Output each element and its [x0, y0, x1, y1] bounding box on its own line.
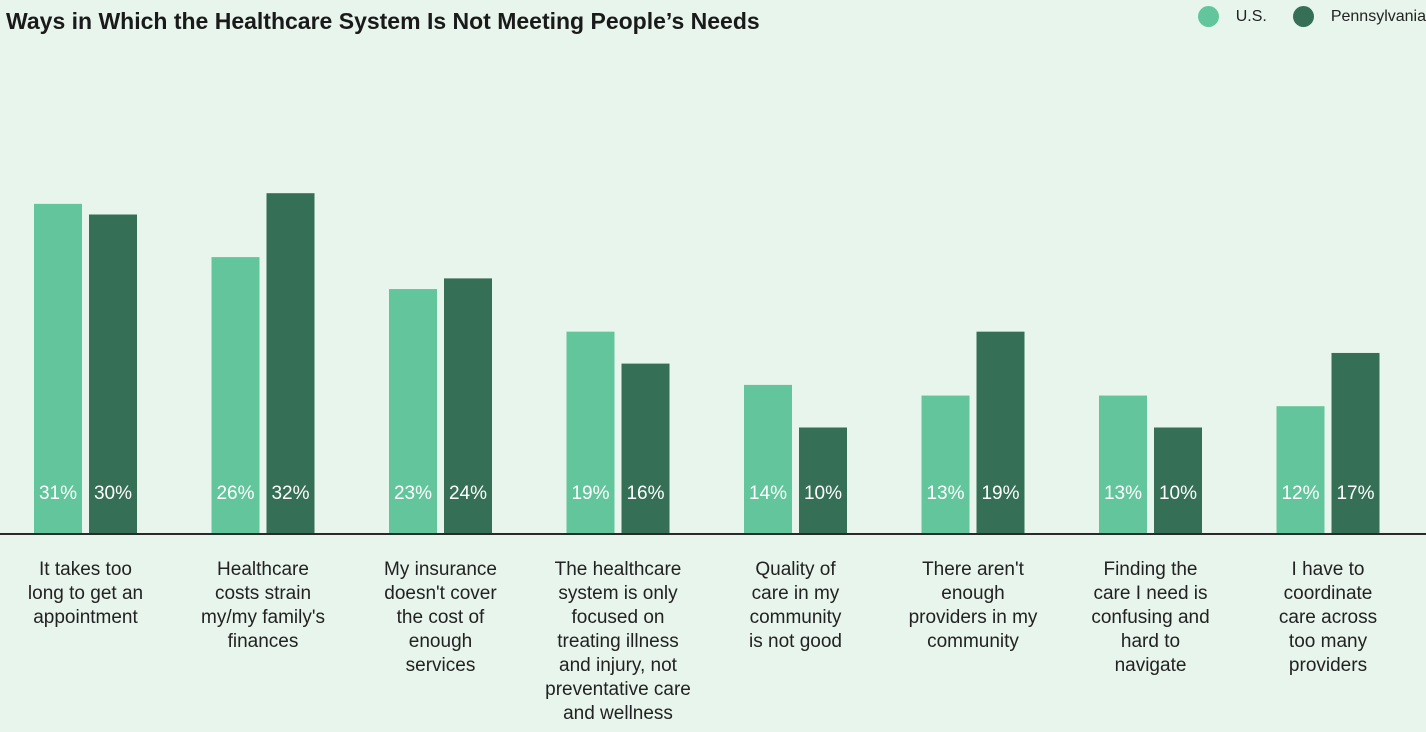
category-label-line: focused on	[572, 607, 665, 628]
category-label-line: the cost of	[397, 607, 485, 628]
category-label-line: community	[750, 607, 842, 628]
category-label-line: I have to	[1292, 559, 1365, 580]
category-label: The healthcare system is only focused on tr…	[545, 559, 691, 724]
bar	[621, 363, 670, 534]
category-label-line: enough	[409, 631, 472, 652]
bar-value-label: 12%	[1281, 483, 1319, 504]
category-label-line: too many	[1289, 631, 1368, 652]
category-label-line: navigate	[1115, 655, 1187, 676]
bar	[444, 278, 492, 534]
bar-value-label: 31%	[39, 483, 77, 504]
category-label: Quality of care in my community is not good	[749, 559, 842, 652]
legend-item-pennsylvania: Pennsylvania	[1292, 6, 1426, 27]
category-label-line: hard to	[1121, 631, 1180, 652]
bar-value-label: 17%	[1336, 483, 1374, 504]
category-label-line: and wellness	[563, 703, 673, 724]
bar-value-label: 19%	[981, 483, 1019, 504]
category-label-line: My insurance	[384, 559, 497, 580]
bar	[1276, 406, 1325, 534]
bar-value-label: 13%	[926, 483, 964, 504]
category-label-line: confusing and	[1091, 607, 1209, 628]
category-label-line: costs strain	[215, 583, 311, 604]
bar-value-label: 10%	[1159, 483, 1197, 504]
bar	[744, 384, 792, 534]
bar	[566, 331, 615, 534]
chart-title: Ways in Which the Healthcare System Is N…	[6, 8, 760, 34]
category-label-line: treating illness	[557, 631, 678, 652]
category-label-line: It takes too	[39, 559, 132, 580]
category-label-line: Finding the	[1103, 559, 1197, 580]
category-label-line: Healthcare	[217, 559, 309, 580]
category-label-line: appointment	[33, 607, 138, 628]
bar	[389, 289, 437, 534]
bar-value-label: 13%	[1104, 483, 1142, 504]
category-label-line: system is only	[558, 583, 678, 604]
bar-value-label: 26%	[216, 483, 254, 504]
bar	[1099, 395, 1147, 534]
bar-value-label: 23%	[394, 483, 432, 504]
category-label-line: doesn't cover	[384, 583, 497, 604]
category-label-line: community	[927, 631, 1019, 652]
legend-label-us: U.S.	[1235, 7, 1267, 25]
legend-label-pennsylvania: Pennsylvania	[1330, 7, 1426, 25]
category-label: Healthcare costs strain my/my family's fina…	[201, 559, 325, 652]
category-label-line: is not good	[749, 631, 842, 652]
bar-value-label: 14%	[749, 483, 787, 504]
category-label-line: enough	[941, 583, 1004, 604]
category-label-line: Quality of	[755, 559, 836, 580]
bar-value-label: 24%	[449, 483, 487, 504]
category-label-line: The healthcare	[555, 559, 682, 580]
bar-value-label: 16%	[626, 483, 664, 504]
category-label-line: preventative care	[545, 679, 691, 700]
category-label-line: care in my	[752, 583, 840, 604]
category-label-line: providers	[1289, 655, 1367, 676]
bar	[211, 257, 260, 534]
bar	[34, 203, 82, 534]
legend-item-us: U.S.	[1197, 6, 1267, 27]
category-label-line: services	[406, 655, 476, 676]
bar	[89, 214, 137, 534]
category-label: Finding the care I need is confusing and ha…	[1091, 559, 1209, 676]
bar-value-label: 32%	[271, 483, 309, 504]
legend-swatch-pennsylvania	[1292, 6, 1314, 27]
category-label-line: care I need is	[1093, 583, 1207, 604]
bar	[1154, 427, 1202, 534]
category-label: There aren't enough providers in my communi…	[909, 559, 1038, 652]
bar-value-label: 30%	[94, 483, 132, 504]
legend: U.S. Pennsylvania	[1172, 6, 1426, 27]
bar	[976, 331, 1025, 534]
category-label-line: coordinate	[1284, 583, 1373, 604]
category-label: My insurance doesn't cover the cost of enou…	[384, 559, 497, 676]
bar	[266, 193, 315, 534]
bar-value-label: 10%	[804, 483, 842, 504]
category-label-line: There aren't	[922, 559, 1025, 580]
bar	[799, 427, 847, 534]
category-label-line: and injury, not	[559, 655, 678, 676]
category-label-line: long to get an	[28, 583, 143, 604]
category-label-line: my/my family's	[201, 607, 325, 628]
category-label-line: care across	[1279, 607, 1377, 628]
category-label: I have to coordinate care across too many pr…	[1279, 559, 1377, 676]
bar	[921, 395, 970, 534]
legend-swatch-us	[1197, 6, 1219, 27]
bar	[1331, 352, 1380, 534]
category-label-line: providers in my	[909, 607, 1038, 628]
category-label: It takes too long to get an appointment	[28, 559, 143, 628]
category-label-line: finances	[228, 631, 299, 652]
bar-value-label: 19%	[571, 483, 609, 504]
